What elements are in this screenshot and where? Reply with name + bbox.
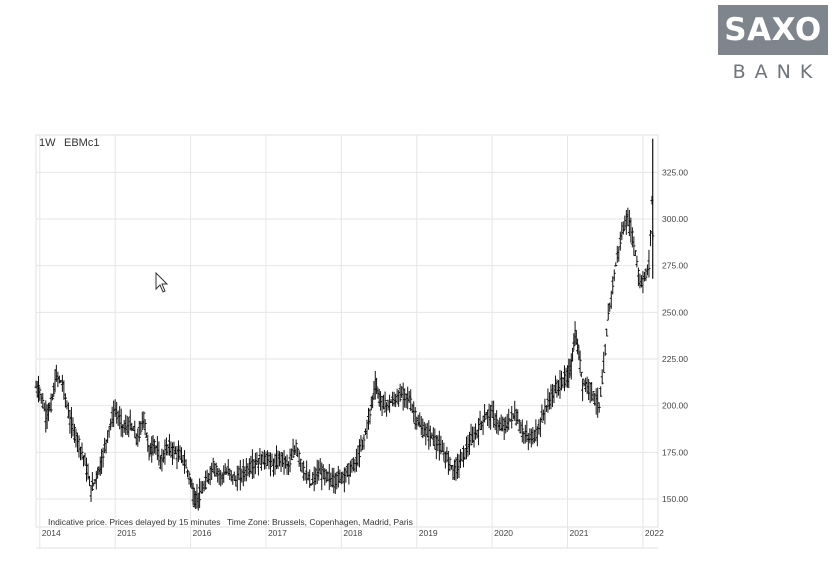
y-tick-label: 275.00 <box>662 261 688 271</box>
chart-grid <box>35 134 659 549</box>
logo-wordmark: SAXO <box>718 5 828 55</box>
x-tick-label: 2022 <box>645 528 664 538</box>
candlestick-series <box>34 138 655 511</box>
y-tick-label: 150.00 <box>662 494 688 504</box>
x-tick-label: 2018 <box>343 528 362 538</box>
x-tick-label: 2020 <box>494 528 513 538</box>
x-axis-ticks: 2014 2015 2016 2017 2018 2019 2020 2021 2022 <box>42 528 664 538</box>
y-tick-label: 325.00 <box>662 167 688 177</box>
x-tick-label: 2016 <box>193 528 212 538</box>
y-axis-ticks: 150.00 175.00 200.00 225.00 250.00 275.00 300.… <box>662 167 688 504</box>
plot-frame <box>35 134 659 528</box>
x-tick-label: 2017 <box>268 528 287 538</box>
x-tick-label: 2019 <box>419 528 438 538</box>
y-tick-label: 175.00 <box>662 447 688 457</box>
saxo-bank-logo: SAXO BANK <box>718 5 828 83</box>
interval-label[interactable]: 1W <box>39 137 56 149</box>
mouse-pointer-icon <box>155 272 169 293</box>
y-tick-label: 200.00 <box>662 401 688 411</box>
symbol-label[interactable]: EBMc1 <box>64 137 100 149</box>
x-tick-label: 2015 <box>117 528 136 538</box>
y-tick-label: 250.00 <box>662 307 688 317</box>
y-tick-label: 300.00 <box>662 214 688 224</box>
x-tick-label: 2014 <box>42 528 61 538</box>
delay-disclaimer: Indicative price. Prices delayed by 15 m… <box>48 517 221 527</box>
timezone-note: Time Zone: Brussels, Copenhagen, Madrid,… <box>227 517 413 527</box>
logo-subtitle: BANK <box>732 61 822 83</box>
x-tick-label: 2021 <box>570 528 589 538</box>
y-tick-label: 225.00 <box>662 354 688 364</box>
